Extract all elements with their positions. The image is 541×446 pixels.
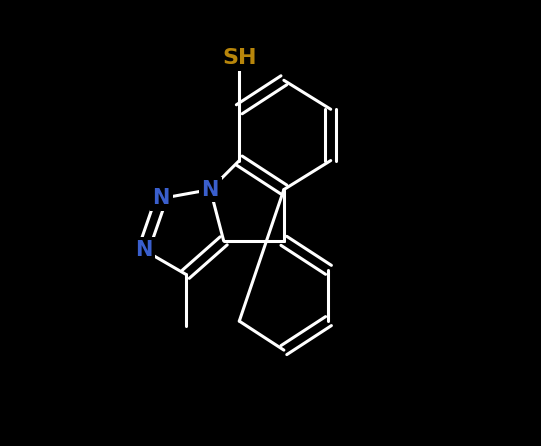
Text: SH: SH xyxy=(222,48,256,68)
Text: N: N xyxy=(135,240,152,260)
Text: N: N xyxy=(202,180,219,199)
Text: N: N xyxy=(153,189,170,208)
